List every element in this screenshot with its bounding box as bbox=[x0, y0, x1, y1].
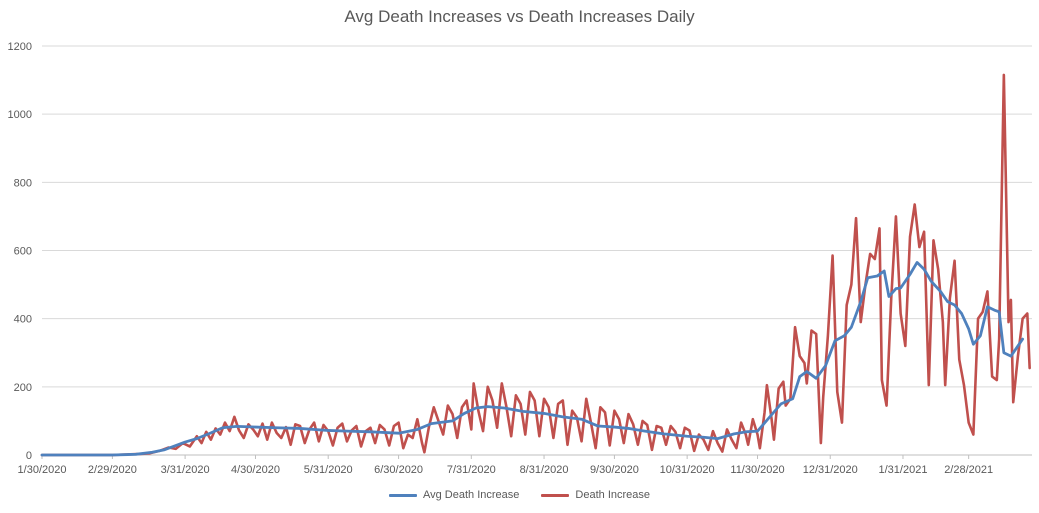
x-tick-label: 3/31/2020 bbox=[161, 464, 210, 476]
y-tick-label: 0 bbox=[26, 450, 32, 462]
x-tick-label: 7/31/2020 bbox=[447, 464, 496, 476]
series-line-death-increase bbox=[40, 73, 1031, 457]
y-tick-label: 200 bbox=[14, 382, 32, 394]
x-tick-label: 10/31/2020 bbox=[660, 464, 715, 476]
x-tick-label: 1/30/2020 bbox=[18, 464, 67, 476]
chart-title: Avg Death Increases vs Death Increases D… bbox=[344, 7, 695, 26]
legend-swatch-daily bbox=[541, 493, 570, 497]
x-tick-label: 11/30/2020 bbox=[730, 464, 784, 476]
legend-item-daily: Death Increase bbox=[541, 489, 650, 501]
x-tick-label: 2/29/2020 bbox=[88, 464, 137, 476]
y-tick-label: 400 bbox=[14, 314, 32, 326]
x-tick-label: 2/28/2021 bbox=[944, 464, 993, 476]
y-tick-label: 1200 bbox=[8, 41, 32, 53]
x-tick-label: 12/31/2020 bbox=[803, 464, 858, 476]
x-tick-label: 5/31/2020 bbox=[304, 464, 353, 476]
y-tick-label: 800 bbox=[14, 177, 32, 189]
legend-label-daily: Death Increase bbox=[575, 489, 651, 501]
legend-item-avg: Avg Death Increase bbox=[388, 489, 520, 501]
y-tick-label: 1000 bbox=[8, 109, 32, 121]
legend-label-avg: Avg Death Increase bbox=[422, 489, 520, 501]
x-tick-label: 4/30/2020 bbox=[231, 464, 280, 476]
chart-legend: Avg Death Increase Death Increase bbox=[0, 489, 1039, 501]
x-tick-label: 6/30/2020 bbox=[374, 464, 423, 476]
y-tick-label: 600 bbox=[14, 246, 32, 258]
x-tick-label: 1/31/2021 bbox=[879, 464, 928, 476]
x-tick-label: 8/31/2020 bbox=[520, 464, 569, 476]
x-tick-label: 9/30/2020 bbox=[590, 464, 639, 476]
series-line-avg-death-increase bbox=[40, 261, 1025, 457]
legend-swatch-avg bbox=[388, 493, 417, 497]
